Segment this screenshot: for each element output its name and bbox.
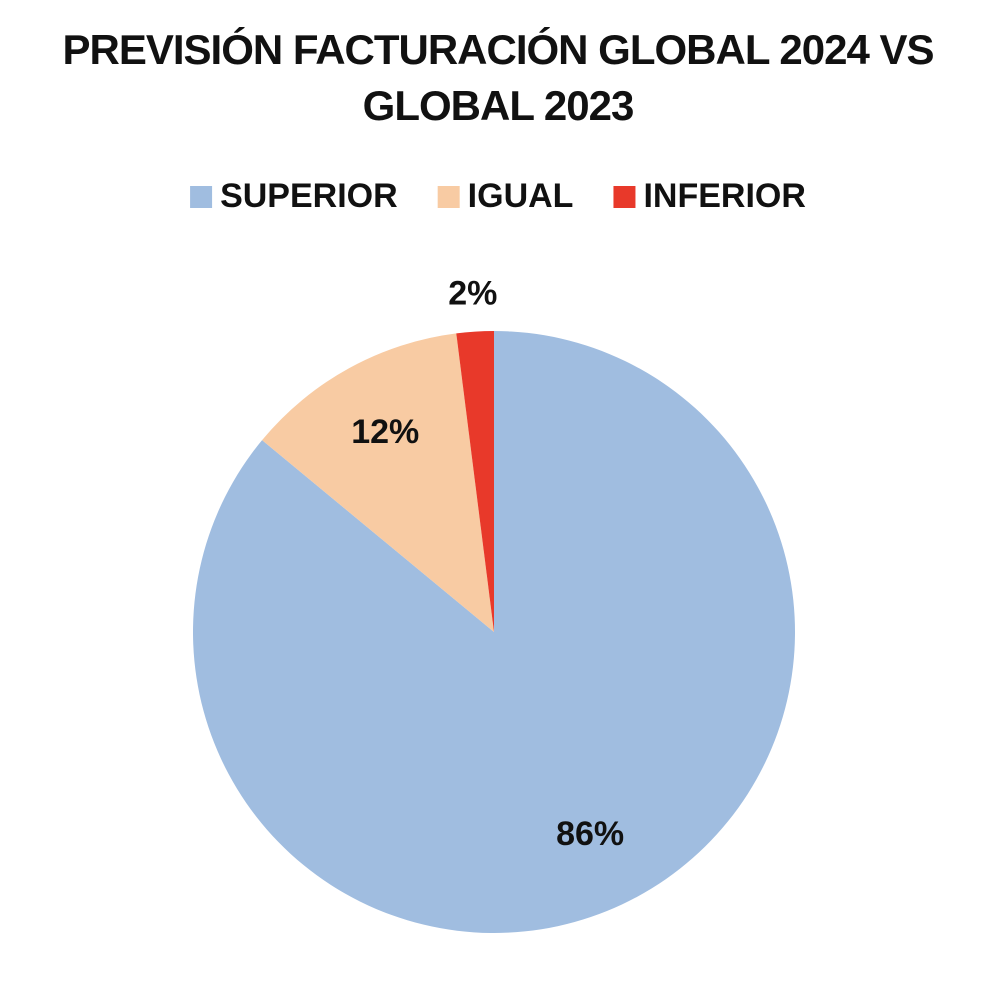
legend-swatch: [190, 186, 213, 208]
pie-slice: [262, 333, 494, 632]
data-label: 86%: [556, 815, 624, 853]
data-label: 12%: [351, 413, 419, 451]
data-label: 2%: [448, 275, 497, 313]
chart-title: PREVISIÓN FACTURACIÓN GLOBAL 2024 VS GLO…: [62, 26, 934, 129]
legend-label: IGUAL: [468, 177, 574, 215]
legend-swatch: [437, 186, 460, 208]
legend-swatch: [613, 186, 636, 208]
pie-slice: [456, 331, 494, 632]
legend-label: SUPERIOR: [220, 177, 398, 215]
legend-label: INFERIOR: [643, 177, 805, 215]
